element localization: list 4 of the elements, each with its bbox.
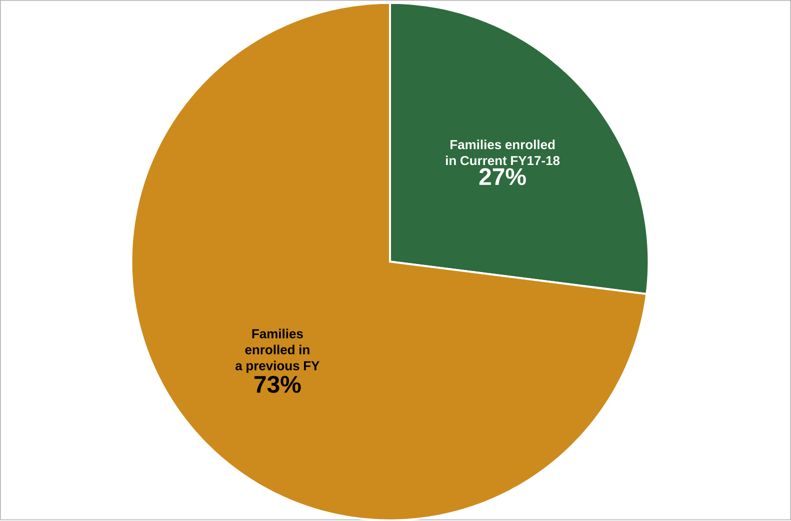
slice-label: Families enrolled in Current FY17-18 <box>446 139 560 166</box>
data-label: 73% <box>254 376 301 393</box>
data-label: 27% <box>479 168 526 185</box>
slice-label: Families enrolled in a previous FY <box>236 328 320 373</box>
